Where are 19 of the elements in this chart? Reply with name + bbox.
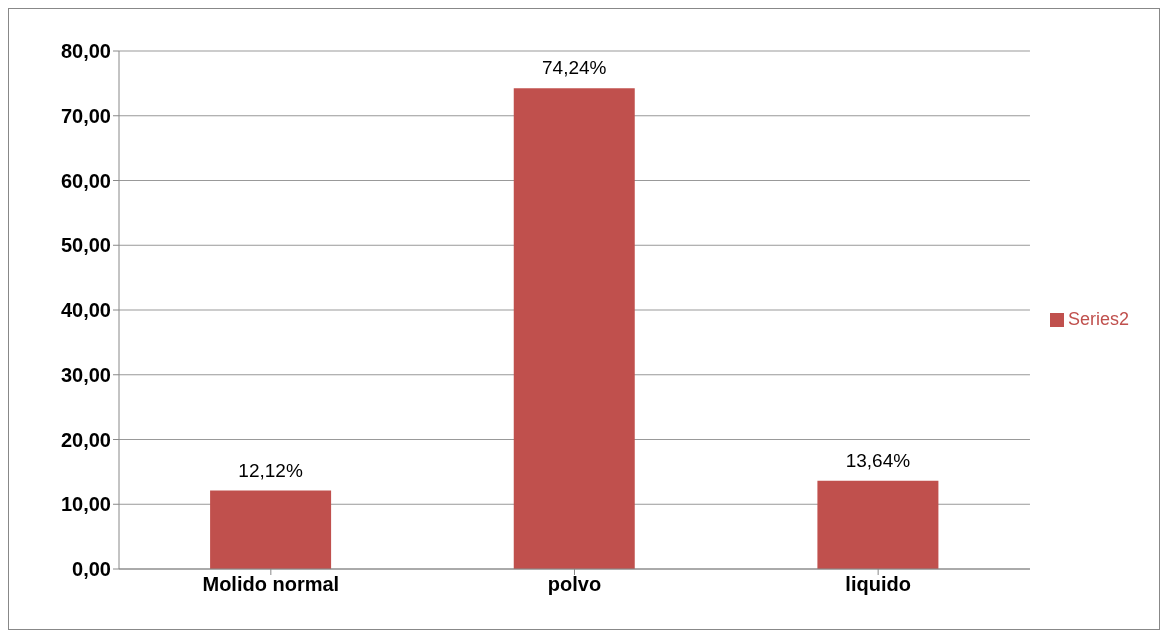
bar	[817, 480, 939, 569]
x-tick-label: liquido	[845, 573, 911, 596]
y-tick-label: 50,00	[60, 234, 111, 257]
y-tick-label: 20,00	[60, 428, 111, 451]
y-tick-label: 0,00	[72, 558, 111, 581]
bar	[513, 88, 635, 569]
y-tick-label: 40,00	[60, 299, 111, 322]
y-tick-label: 10,00	[60, 493, 111, 516]
y-tick-label: 30,00	[60, 363, 111, 386]
bar	[210, 490, 332, 569]
y-tick-label: 60,00	[60, 169, 111, 192]
data-label: 74,24%	[542, 57, 607, 79]
y-tick-label: 70,00	[60, 104, 111, 127]
data-label: 13,64%	[845, 449, 911, 471]
y-tick-label: 80,00	[60, 40, 111, 63]
legend-label: Series2	[1067, 308, 1129, 329]
x-tick-label: Molido normal	[202, 573, 340, 596]
x-tick-label: polvo	[547, 573, 602, 596]
data-label: 12,12%	[238, 459, 303, 481]
